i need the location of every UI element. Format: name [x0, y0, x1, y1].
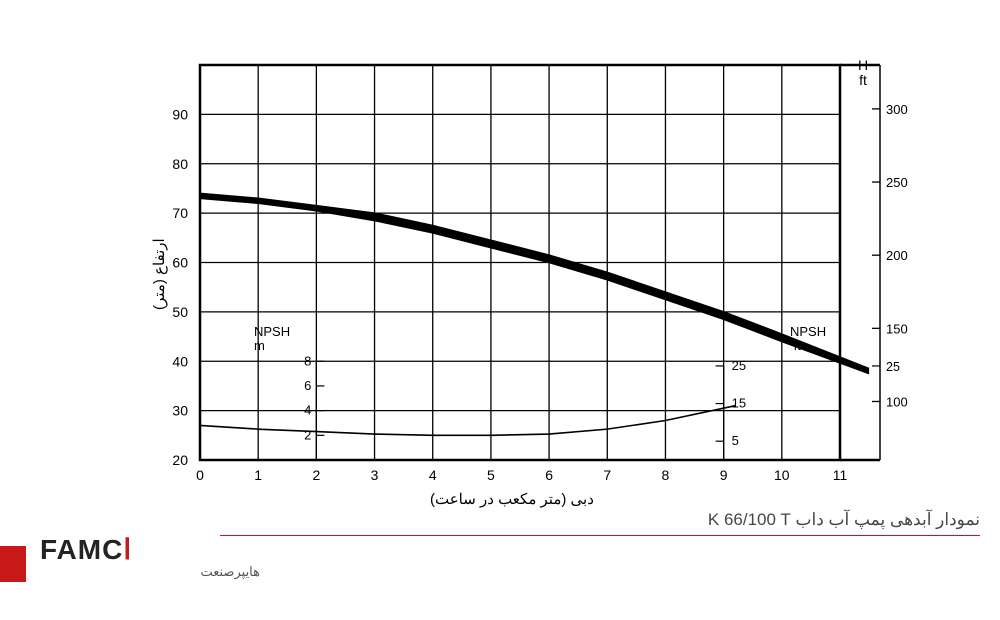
svg-text:8: 8 [304, 353, 311, 368]
footer: FAMCا هایپرصنعت نمودار آبدهی پمپ آب داب … [0, 522, 1000, 582]
svg-text:300: 300 [886, 102, 908, 117]
svg-text:20: 20 [172, 452, 188, 468]
svg-text:11: 11 [833, 467, 848, 483]
svg-text:10: 10 [774, 467, 790, 483]
svg-text:70: 70 [172, 205, 188, 221]
svg-text:4: 4 [304, 403, 311, 418]
brand-block-icon [0, 546, 26, 582]
chart-caption: نمودار آبدهی پمپ آب داب K 66/100 T [698, 510, 980, 530]
svg-text:30: 30 [172, 403, 188, 419]
svg-text:0: 0 [196, 467, 204, 483]
brand: FAMCا هایپرصنعت [40, 536, 260, 580]
svg-text:2: 2 [304, 427, 311, 442]
svg-text:1: 1 [254, 467, 262, 483]
svg-text:6: 6 [304, 378, 311, 393]
x-axis-label: دبی (متر مکعب در ساعت) [430, 490, 594, 508]
svg-text:150: 150 [886, 321, 908, 336]
svg-text:80: 80 [172, 156, 188, 172]
svg-text:50: 50 [172, 304, 188, 320]
svg-text:25: 25 [886, 360, 900, 374]
brand-subtitle: هایپرصنعت [40, 564, 260, 580]
svg-text:3: 3 [371, 467, 379, 483]
svg-text:90: 90 [172, 106, 188, 122]
svg-text:8: 8 [662, 467, 670, 483]
y-axis-label: ارتفاع (متر) [150, 238, 168, 310]
svg-text:25: 25 [732, 358, 746, 373]
h-ft-label: Hft [858, 58, 868, 89]
brand-accent-icon: ا [123, 534, 131, 565]
svg-text:100: 100 [886, 394, 908, 409]
svg-text:5: 5 [732, 433, 739, 448]
svg-text:7: 7 [603, 467, 611, 483]
svg-text:2: 2 [312, 467, 320, 483]
svg-text:200: 200 [886, 248, 908, 263]
npsh-m-label: NPSHm [254, 325, 290, 354]
svg-text:5: 5 [487, 467, 495, 483]
npsh-ft-label: NPSH ft [790, 325, 826, 354]
svg-text:250: 250 [886, 175, 908, 190]
brand-name-part1: FAMC [40, 534, 123, 565]
svg-text:6: 6 [545, 467, 553, 483]
svg-text:15: 15 [732, 396, 746, 411]
svg-text:60: 60 [172, 255, 188, 271]
svg-text:9: 9 [720, 467, 728, 483]
svg-text:4: 4 [429, 467, 437, 483]
caption-underline [220, 535, 980, 536]
svg-text:40: 40 [172, 353, 188, 369]
